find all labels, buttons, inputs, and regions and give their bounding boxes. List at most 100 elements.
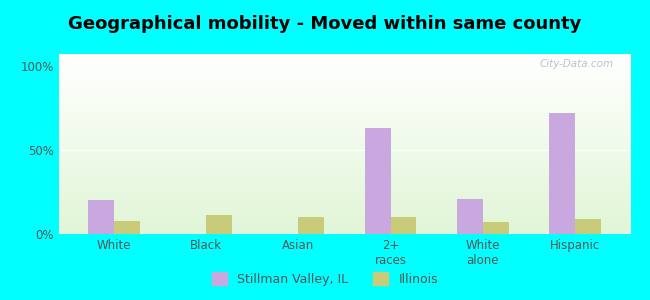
Bar: [58, 205, 630, 206]
Bar: [58, 111, 630, 112]
Bar: [58, 202, 630, 203]
Bar: [58, 174, 630, 175]
Bar: [58, 98, 630, 99]
Bar: [58, 191, 630, 192]
Bar: [58, 143, 630, 144]
Bar: [58, 66, 630, 67]
Bar: [58, 108, 630, 109]
Bar: [58, 140, 630, 141]
Bar: [58, 152, 630, 153]
Bar: [58, 117, 630, 118]
Bar: [58, 122, 630, 123]
Bar: [58, 55, 630, 56]
Bar: [58, 163, 630, 164]
Bar: [58, 68, 630, 69]
Bar: [58, 221, 630, 222]
Bar: [58, 148, 630, 149]
Bar: [58, 89, 630, 90]
Bar: [58, 87, 630, 88]
Bar: [58, 69, 630, 70]
Bar: [58, 146, 630, 147]
Bar: [457, 199, 483, 234]
Bar: [58, 195, 630, 196]
Bar: [58, 93, 630, 94]
Bar: [58, 118, 630, 119]
Bar: [58, 193, 630, 194]
Bar: [58, 128, 630, 129]
Bar: [58, 192, 630, 193]
Bar: [58, 125, 630, 126]
Bar: [58, 76, 630, 77]
Bar: [58, 232, 630, 233]
Bar: [58, 218, 630, 219]
Bar: [58, 158, 630, 159]
Bar: [58, 88, 630, 89]
Bar: [58, 106, 630, 107]
Bar: [58, 131, 630, 132]
Bar: [58, 129, 630, 130]
Bar: [58, 65, 630, 66]
Bar: [58, 204, 630, 205]
Bar: [58, 138, 630, 139]
Bar: [58, 71, 630, 72]
Bar: [58, 61, 630, 62]
Bar: [58, 130, 630, 131]
Bar: [58, 95, 630, 96]
Bar: [58, 151, 630, 152]
Bar: [58, 159, 630, 160]
Bar: [58, 217, 630, 218]
Bar: [58, 147, 630, 148]
Bar: [58, 105, 630, 106]
Bar: [58, 94, 630, 95]
Bar: [298, 217, 324, 234]
Bar: [58, 109, 630, 110]
Bar: [58, 79, 630, 80]
Bar: [58, 181, 630, 182]
Bar: [58, 133, 630, 134]
Bar: [58, 90, 630, 91]
Bar: [58, 183, 630, 184]
Bar: [58, 164, 630, 165]
Bar: [58, 167, 630, 168]
Bar: [58, 177, 630, 178]
Bar: [58, 209, 630, 210]
Bar: [58, 107, 630, 108]
Bar: [58, 58, 630, 59]
Bar: [58, 139, 630, 140]
Bar: [58, 153, 630, 154]
Bar: [58, 170, 630, 171]
Bar: [58, 227, 630, 228]
Bar: [58, 56, 630, 57]
Bar: [58, 82, 630, 83]
Text: City-Data.com: City-Data.com: [540, 59, 614, 69]
Bar: [58, 124, 630, 125]
Bar: [58, 150, 630, 151]
Bar: [58, 102, 630, 103]
Bar: [58, 144, 630, 145]
Bar: [58, 166, 630, 167]
Bar: [58, 59, 630, 60]
Bar: [58, 84, 630, 85]
Bar: [58, 64, 630, 65]
Bar: [58, 126, 630, 127]
Bar: [58, 180, 630, 181]
Bar: [58, 202, 630, 203]
Bar: [58, 75, 630, 76]
Bar: [391, 217, 417, 234]
Bar: [58, 190, 630, 191]
Bar: [58, 200, 630, 201]
Bar: [58, 91, 630, 92]
Bar: [58, 120, 630, 121]
Bar: [58, 173, 630, 174]
Bar: [58, 172, 630, 173]
Bar: [58, 113, 630, 114]
Bar: [58, 156, 630, 157]
Bar: [58, 210, 630, 211]
Bar: [58, 160, 630, 161]
Bar: [58, 142, 630, 143]
Bar: [58, 74, 630, 75]
Bar: [58, 116, 630, 117]
Bar: [58, 211, 630, 212]
Bar: [58, 100, 630, 101]
Bar: [58, 96, 630, 97]
